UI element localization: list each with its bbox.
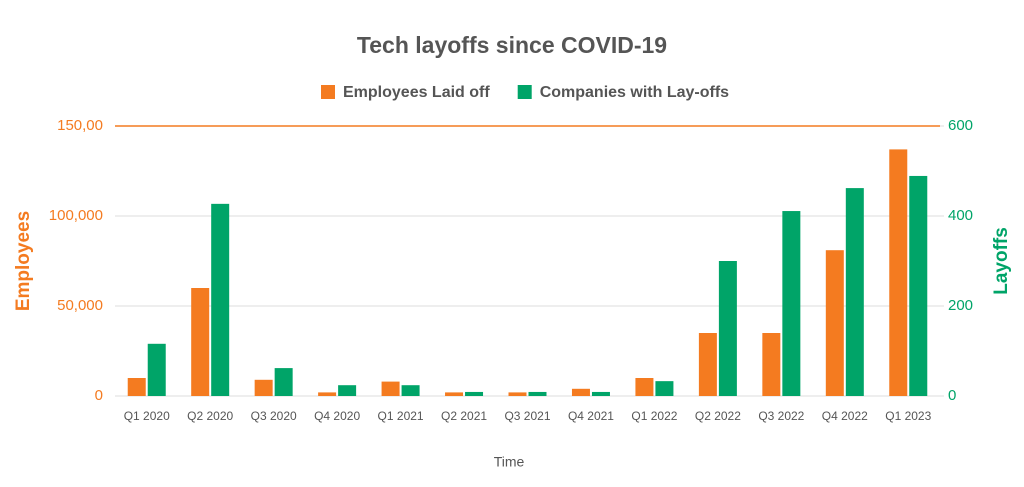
bar bbox=[635, 378, 654, 396]
x-tick-label: Q4 2020 bbox=[314, 409, 360, 423]
x-tick-label: Q1 2020 bbox=[124, 409, 170, 423]
bar bbox=[274, 368, 293, 396]
x-tick-label: Q4 2022 bbox=[822, 409, 868, 423]
bar bbox=[508, 392, 527, 396]
y2-tick-label: 200 bbox=[948, 297, 973, 314]
y-tick-label: 0 bbox=[95, 387, 103, 404]
legend-swatch bbox=[321, 85, 335, 99]
x-tick-label: Q3 2020 bbox=[251, 409, 297, 423]
x-tick-label: Q1 2023 bbox=[885, 409, 931, 423]
bar bbox=[591, 391, 610, 396]
bar bbox=[782, 211, 801, 396]
bar bbox=[211, 203, 230, 396]
x-tick-label: Q2 2020 bbox=[187, 409, 233, 423]
bar bbox=[254, 379, 273, 396]
y-tick-label: 100,000 bbox=[49, 207, 103, 224]
x-tick-label: Q1 2021 bbox=[378, 409, 424, 423]
legend-label: Companies with Lay-offs bbox=[540, 84, 729, 101]
y2-tick-label: 400 bbox=[948, 207, 973, 224]
x-tick-label: Q3 2021 bbox=[504, 409, 550, 423]
bar bbox=[762, 333, 781, 396]
bar bbox=[191, 288, 210, 396]
bar bbox=[338, 385, 357, 396]
bar bbox=[528, 391, 547, 396]
bar bbox=[147, 343, 166, 396]
bar bbox=[909, 175, 928, 396]
x-tick-label: Q4 2021 bbox=[568, 409, 614, 423]
y-tick-label: 150,00 bbox=[57, 117, 103, 134]
legend-swatch bbox=[517, 85, 532, 99]
bar bbox=[718, 261, 737, 396]
y-axis-title: Employees bbox=[13, 211, 34, 311]
chart-title: Tech layoffs since COVID-19 bbox=[357, 32, 667, 58]
y-tick-label: 50,000 bbox=[57, 297, 103, 314]
y2-tick-label: 600 bbox=[948, 117, 973, 134]
bar bbox=[825, 250, 844, 396]
bar bbox=[381, 381, 400, 396]
bar bbox=[445, 392, 464, 396]
bar bbox=[401, 385, 420, 396]
y2-tick-label: 0 bbox=[948, 387, 956, 404]
bar bbox=[318, 392, 337, 396]
bar bbox=[698, 333, 717, 396]
bar bbox=[845, 188, 864, 396]
y2-axis-title: Layoffs bbox=[991, 227, 1012, 295]
bar bbox=[127, 378, 146, 396]
x-tick-label: Q3 2022 bbox=[758, 409, 804, 423]
legend-label: Employees Laid off bbox=[343, 84, 490, 101]
x-axis-title: Time bbox=[494, 454, 525, 470]
x-tick-label: Q2 2022 bbox=[695, 409, 741, 423]
bar bbox=[571, 388, 590, 396]
x-tick-label: Q1 2022 bbox=[631, 409, 677, 423]
bar bbox=[655, 381, 674, 396]
x-tick-label: Q2 2021 bbox=[441, 409, 487, 423]
bar bbox=[889, 149, 908, 396]
bar bbox=[465, 391, 484, 396]
